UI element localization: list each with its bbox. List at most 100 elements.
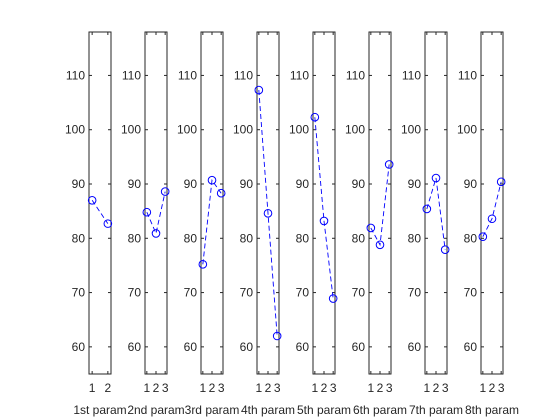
y-tick-label: 70	[72, 286, 86, 300]
y-tick-label: 60	[240, 340, 254, 354]
y-tick-label: 60	[464, 340, 478, 354]
y-tick-label: 110	[290, 68, 309, 82]
x-tick-label: 1	[423, 381, 430, 395]
data-point	[216, 188, 226, 198]
panel-1: 60 70 80 90 100 110 1 2 1st param	[65, 31, 127, 417]
panel-box	[368, 31, 392, 375]
series-line	[426, 177, 446, 250]
x-tick-label: 3	[162, 381, 169, 395]
series-line	[314, 117, 334, 299]
y-tick-label: 100	[401, 123, 421, 137]
y-tick-label: 80	[128, 231, 142, 245]
y-tick-label: 90	[352, 177, 366, 191]
y-tick-label: 110	[402, 68, 421, 82]
data-point	[272, 331, 282, 341]
y-tick-label: 70	[128, 286, 142, 300]
series-line	[91, 200, 109, 224]
panel-box	[424, 31, 448, 375]
panel-box	[256, 31, 280, 375]
y-tick-label: 110	[122, 68, 141, 82]
y-tick-label: 60	[72, 340, 86, 354]
panel-box	[88, 31, 112, 375]
y-tick-label: 110	[458, 68, 477, 82]
panel-2: 60 70 80 90 100 110 1 2 3 2nd param	[121, 31, 185, 417]
data-point	[496, 177, 506, 187]
y-tick-label: 100	[121, 123, 141, 137]
x-axis-label: 5th param	[297, 403, 351, 417]
y-tick-label: 60	[184, 340, 198, 354]
x-tick-label: 1	[479, 381, 486, 395]
y-tick-label: 70	[352, 286, 366, 300]
x-tick-label: 2	[489, 381, 496, 395]
y-tick-label: 100	[65, 123, 85, 137]
y-tick-label: 80	[408, 231, 422, 245]
data-point	[422, 204, 432, 214]
x-tick-label: 1	[311, 381, 318, 395]
y-tick-label: 80	[352, 231, 366, 245]
x-tick-label: 3	[442, 381, 449, 395]
data-point	[375, 240, 385, 250]
x-tick-label: 2	[209, 381, 216, 395]
x-axis-label: 7th param	[409, 403, 463, 417]
panel-7: 60 70 80 90 100 110 1 2 3 7th param	[401, 31, 463, 417]
y-tick-label: 100	[345, 123, 365, 137]
y-tick-label: 70	[240, 286, 254, 300]
panel-box	[200, 31, 224, 375]
y-tick-label: 100	[457, 123, 477, 137]
data-point	[440, 245, 450, 254]
x-axis-label: 6th param	[353, 403, 407, 417]
data-point	[319, 216, 329, 226]
panel-box	[144, 31, 168, 375]
y-tick-label: 70	[408, 286, 422, 300]
data-point	[328, 294, 338, 303]
x-tick-label: 3	[498, 381, 505, 395]
data-point	[87, 195, 97, 205]
panel-4: 60 70 80 90 100 110 1 2 3 4th param	[233, 31, 295, 417]
x-tick-label: 1	[255, 381, 262, 395]
y-tick-label: 100	[289, 123, 309, 137]
data-point	[487, 214, 497, 224]
y-tick-label: 90	[296, 177, 310, 191]
x-tick-label: 3	[386, 381, 393, 395]
x-tick-label: 3	[274, 381, 281, 395]
y-tick-label: 70	[184, 286, 198, 300]
x-tick-label: 3	[218, 381, 225, 395]
series-line	[202, 178, 222, 265]
x-axis-label: 1st param	[73, 403, 126, 417]
panel-5: 60 70 80 90 100 110 1 2 3 5th param	[289, 31, 351, 417]
x-axis-label: 3rd param	[185, 403, 240, 417]
y-tick-label: 80	[72, 231, 86, 245]
y-tick-label: 90	[240, 177, 254, 191]
panel-8: 60 70 80 90 100 110 1 2 3 8th param	[457, 31, 519, 417]
y-tick-label: 80	[184, 231, 198, 245]
x-axis-label: 4th param	[241, 403, 295, 417]
x-tick-label: 2	[321, 381, 328, 395]
x-tick-label: 1	[367, 381, 374, 395]
y-tick-label: 110	[234, 68, 253, 82]
data-point	[160, 187, 170, 196]
panel-box	[480, 31, 504, 375]
panel-6: 60 70 80 90 100 110 1 2 3 6th param	[345, 31, 407, 417]
data-point	[431, 173, 441, 183]
data-point	[310, 112, 320, 122]
y-tick-label: 90	[408, 177, 422, 191]
x-tick-label: 2	[377, 381, 384, 395]
data-point	[366, 223, 376, 233]
data-point	[263, 209, 273, 218]
y-tick-label: 90	[72, 177, 86, 191]
y-tick-label: 80	[464, 231, 478, 245]
y-tick-label: 70	[464, 286, 478, 300]
y-tick-label: 90	[128, 177, 142, 191]
data-point	[384, 160, 394, 169]
data-point	[103, 219, 113, 228]
x-tick-label: 3	[330, 381, 337, 395]
y-tick-label: 60	[352, 340, 366, 354]
x-tick-label: 1	[199, 381, 206, 395]
series-line	[482, 181, 502, 237]
x-tick-label: 1	[143, 381, 150, 395]
y-tick-label: 80	[296, 231, 310, 245]
series-line	[370, 164, 390, 247]
x-tick-label: 2	[265, 381, 272, 395]
y-tick-label: 90	[464, 177, 478, 191]
